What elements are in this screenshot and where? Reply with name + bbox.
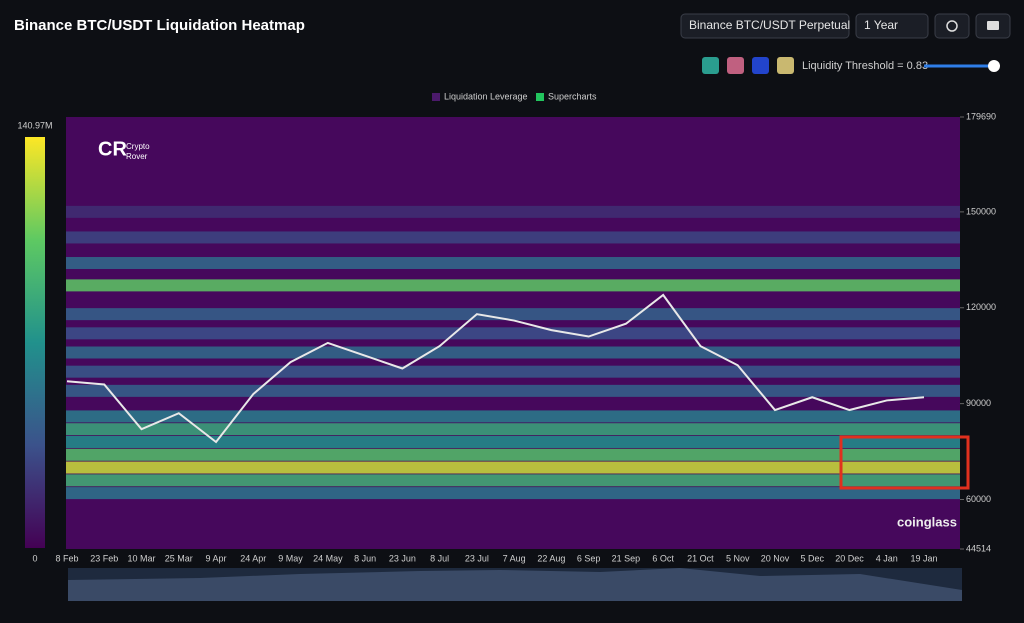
heat-band (66, 474, 960, 487)
x-tick-label: 23 Jun (389, 553, 416, 563)
x-tick-label: 20 Dec (835, 553, 864, 563)
camera-icon (987, 21, 999, 30)
y-tick-label: 44514 (966, 543, 991, 553)
heat-band (66, 423, 960, 436)
heat-band (66, 279, 960, 292)
pair-select-text: Binance BTC/USDT Perpetual (689, 18, 850, 32)
legend-swatch (432, 93, 440, 101)
legend-label: Liquidation Leverage (444, 91, 528, 101)
x-tick-label: 23 Feb (90, 553, 118, 563)
y-tick-label: 60000 (966, 494, 991, 504)
heat-band (66, 487, 960, 500)
brand-logo: CR (98, 138, 127, 160)
highlight-box (839, 435, 970, 490)
heat-band (66, 365, 960, 378)
threshold-label: Liquidity Threshold = 0.83 (802, 60, 928, 72)
palette-4[interactable] (777, 57, 794, 74)
x-tick-label: 21 Sep (612, 553, 641, 563)
heat-band (66, 435, 960, 448)
y-tick-label: 179690 (966, 111, 996, 121)
x-tick-label: 6 Sep (577, 553, 601, 563)
x-tick-label: 7 Aug (503, 553, 526, 563)
palette-2[interactable] (727, 57, 744, 74)
x-tick-label: 8 Jun (354, 553, 376, 563)
y-tick-label: 90000 (966, 398, 991, 408)
x-tick-label: 8 Feb (55, 553, 78, 563)
x-tick-label: 24 Apr (240, 553, 266, 563)
heat-band (66, 384, 960, 397)
x-tick-label: 8 Jul (430, 553, 449, 563)
y-tick-label: 150000 (966, 206, 996, 216)
colorbar-label: 140.97M (17, 120, 52, 130)
range-select-text: 1 Year (864, 18, 898, 32)
x-tick-label: 5 Nov (726, 553, 750, 563)
x-tick-label: 19 Jan (910, 553, 937, 563)
x-tick-label: 22 Aug (537, 553, 565, 563)
x-tick-label: 20 Nov (761, 553, 790, 563)
price-line (66, 293, 925, 444)
x-tick-label: 6 Oct (652, 553, 674, 563)
x-tick-label: 25 Mar (165, 553, 193, 563)
heat-band (66, 448, 960, 461)
heat-band (66, 231, 960, 244)
brand-bottom: Rover (126, 152, 148, 161)
slider-thumb[interactable] (988, 60, 1000, 72)
heat-band (66, 410, 960, 423)
heat-band (66, 205, 960, 218)
palette-1[interactable] (702, 57, 719, 74)
palette-3[interactable] (752, 57, 769, 74)
heat-band (66, 327, 960, 340)
x-tick-label: 5 Dec (800, 553, 824, 563)
heat-band (66, 461, 960, 474)
x-tick-label: 10 Mar (128, 553, 156, 563)
brand-top: Crypto (126, 142, 150, 151)
legend-label: Supercharts (548, 91, 597, 101)
heat-band (66, 308, 960, 321)
colorbar (25, 137, 45, 548)
x-tick-label: 21 Oct (687, 553, 714, 563)
x-tick-label: 9 Apr (206, 553, 227, 563)
title: Binance BTC/USDT Liquidation Heatmap (14, 17, 305, 34)
heat-band (66, 346, 960, 359)
colorbar-label: 0 (32, 553, 37, 563)
x-tick-label: 24 May (313, 553, 343, 563)
pair-select[interactable] (680, 13, 850, 39)
x-tick-label: 4 Jan (876, 553, 898, 563)
heat-band (66, 257, 960, 270)
source-watermark: coinglass (897, 514, 957, 529)
refresh-button[interactable] (934, 13, 970, 39)
x-tick-label: 23 Jul (465, 553, 489, 563)
x-tick-label: 9 May (278, 553, 303, 563)
refresh-icon (946, 20, 958, 32)
range-select[interactable] (855, 13, 929, 39)
navigator-area (68, 568, 962, 601)
legend-swatch (536, 93, 544, 101)
y-tick-label: 120000 (966, 302, 996, 312)
